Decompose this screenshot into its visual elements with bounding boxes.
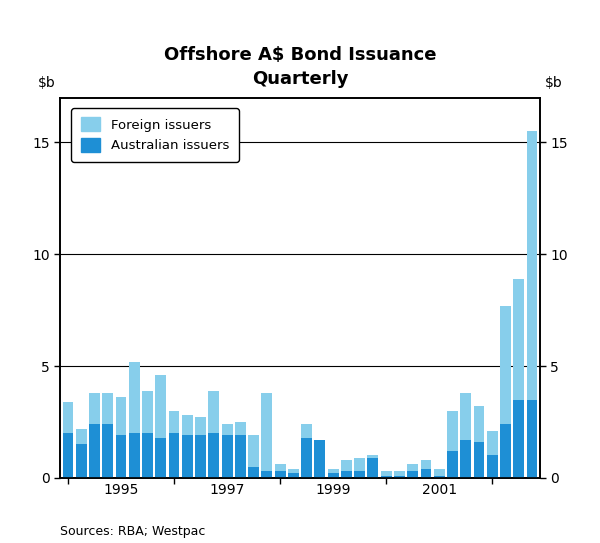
Text: $b: $b [545, 76, 563, 90]
Bar [208, 433, 219, 478]
Bar [421, 469, 431, 478]
Bar [195, 418, 206, 478]
Bar [235, 422, 246, 478]
Bar [434, 469, 445, 478]
Bar [182, 435, 193, 478]
Title: Offshore A$ Bond Issuance
Quarterly: Offshore A$ Bond Issuance Quarterly [164, 46, 436, 88]
Bar [62, 402, 73, 478]
Bar [89, 424, 100, 478]
Bar [341, 460, 352, 478]
Bar [407, 471, 418, 478]
Bar [169, 433, 179, 478]
Bar [500, 306, 511, 478]
Bar [328, 473, 338, 478]
Bar [116, 435, 127, 478]
Bar [447, 451, 458, 478]
Bar [354, 458, 365, 478]
Bar [208, 390, 219, 478]
Bar [487, 431, 498, 478]
Bar [262, 393, 272, 478]
Bar [394, 476, 405, 478]
Bar [76, 428, 86, 478]
Bar [367, 456, 379, 478]
Bar [155, 375, 166, 478]
Bar [460, 393, 471, 478]
Bar [221, 424, 233, 478]
Bar [89, 393, 100, 478]
Bar [155, 438, 166, 478]
Bar [182, 415, 193, 478]
Bar [314, 442, 325, 478]
Bar [381, 471, 392, 478]
Bar [129, 362, 140, 478]
Bar [116, 397, 127, 478]
Bar [394, 471, 405, 478]
Bar [421, 460, 431, 478]
Bar [142, 433, 153, 478]
Bar [76, 444, 86, 478]
Bar [514, 279, 524, 478]
Bar [514, 400, 524, 478]
Bar [62, 433, 73, 478]
Bar [275, 464, 286, 478]
Bar [288, 469, 299, 478]
Bar [473, 442, 484, 478]
Bar [288, 473, 299, 478]
Bar [487, 456, 498, 478]
Bar [314, 440, 325, 478]
Bar [407, 464, 418, 478]
Bar [460, 440, 471, 478]
Bar [381, 476, 392, 478]
Bar [248, 466, 259, 478]
Legend: Foreign issuers, Australian issuers: Foreign issuers, Australian issuers [71, 108, 239, 162]
Bar [129, 433, 140, 478]
Bar [341, 471, 352, 478]
Bar [248, 435, 259, 478]
Bar [328, 469, 338, 478]
Bar [235, 435, 246, 478]
Bar [473, 406, 484, 478]
Bar [142, 390, 153, 478]
Bar [275, 471, 286, 478]
Bar [434, 476, 445, 478]
Bar [169, 411, 179, 478]
Bar [221, 435, 233, 478]
Bar [447, 411, 458, 478]
Text: Sources: RBA; Westpac: Sources: RBA; Westpac [60, 525, 205, 538]
Bar [301, 438, 312, 478]
Bar [102, 424, 113, 478]
Bar [354, 471, 365, 478]
Bar [301, 424, 312, 478]
Bar [527, 400, 538, 478]
Bar [367, 458, 379, 478]
Bar [527, 131, 538, 478]
Bar [102, 393, 113, 478]
Text: $b: $b [37, 76, 55, 90]
Bar [195, 435, 206, 478]
Bar [500, 424, 511, 478]
Bar [262, 471, 272, 478]
